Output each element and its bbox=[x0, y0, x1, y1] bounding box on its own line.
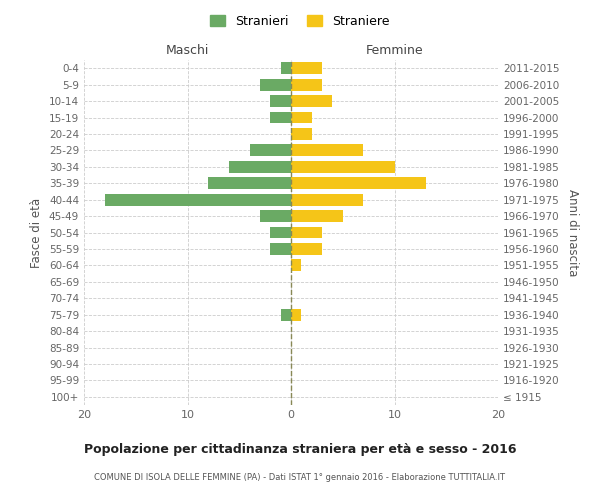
Bar bbox=[291, 226, 322, 238]
Bar bbox=[291, 161, 395, 172]
Bar bbox=[260, 210, 291, 222]
Bar bbox=[271, 112, 291, 124]
Bar bbox=[229, 161, 291, 172]
Bar bbox=[291, 128, 312, 140]
Y-axis label: Fasce di età: Fasce di età bbox=[31, 198, 43, 268]
Text: Femmine: Femmine bbox=[365, 44, 424, 57]
Bar bbox=[281, 308, 291, 320]
Bar bbox=[291, 210, 343, 222]
Bar bbox=[291, 112, 312, 124]
Bar bbox=[291, 78, 322, 90]
Bar bbox=[271, 226, 291, 238]
Bar bbox=[250, 144, 291, 156]
Bar bbox=[271, 243, 291, 255]
Bar bbox=[104, 194, 291, 205]
Bar bbox=[281, 62, 291, 74]
Bar bbox=[291, 308, 301, 320]
Bar bbox=[291, 178, 425, 189]
Bar bbox=[291, 62, 322, 74]
Bar bbox=[291, 144, 364, 156]
Bar bbox=[208, 178, 291, 189]
Bar bbox=[260, 78, 291, 90]
Text: COMUNE DI ISOLA DELLE FEMMINE (PA) - Dati ISTAT 1° gennaio 2016 - Elaborazione T: COMUNE DI ISOLA DELLE FEMMINE (PA) - Dat… bbox=[95, 472, 505, 482]
Bar bbox=[291, 260, 301, 272]
Bar bbox=[291, 95, 332, 107]
Text: Popolazione per cittadinanza straniera per età e sesso - 2016: Popolazione per cittadinanza straniera p… bbox=[84, 442, 516, 456]
Bar bbox=[291, 194, 364, 205]
Bar bbox=[291, 243, 322, 255]
Legend: Stranieri, Straniere: Stranieri, Straniere bbox=[206, 11, 394, 32]
Bar bbox=[271, 95, 291, 107]
Text: Maschi: Maschi bbox=[166, 44, 209, 57]
Y-axis label: Anni di nascita: Anni di nascita bbox=[566, 189, 579, 276]
